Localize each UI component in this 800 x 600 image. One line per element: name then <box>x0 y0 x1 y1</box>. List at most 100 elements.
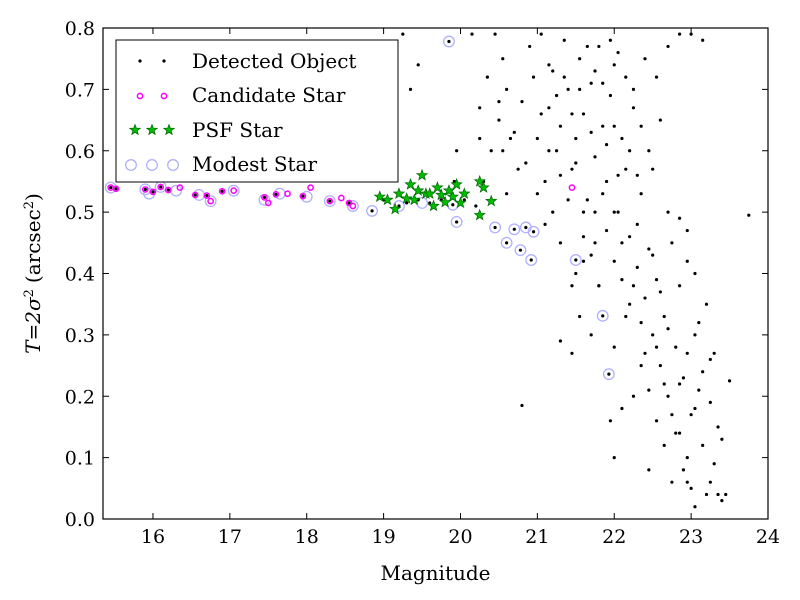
detected-object-point <box>497 100 501 104</box>
detected-object-point <box>589 130 593 134</box>
y-tick-label: 0.7 <box>65 79 95 101</box>
detected-object-point <box>493 225 497 230</box>
legend: Detected Object Candidate Star PSF Star … <box>115 39 399 183</box>
y-axis-label-sup: 2 <box>22 289 37 297</box>
detected-object-point <box>574 258 578 262</box>
psf-star-point <box>431 181 444 193</box>
detected-object-point <box>601 124 605 128</box>
detected-object-point <box>685 351 689 355</box>
psf-star-point <box>477 181 490 193</box>
detected-object-point <box>529 258 533 262</box>
detected-object-point <box>701 38 705 42</box>
detected-object-point <box>593 210 597 214</box>
detected-object-point <box>693 505 697 509</box>
detected-object-point <box>639 321 643 325</box>
detected-object-point <box>397 204 401 208</box>
detected-object-point <box>505 87 509 91</box>
detected-object-point <box>708 357 712 362</box>
y-axis-label-close: ) <box>21 193 45 201</box>
candidate-star-point <box>261 194 268 201</box>
detected-object-point <box>701 443 705 447</box>
detected-object-point <box>674 431 678 435</box>
detected-object-point <box>589 333 593 337</box>
x-tick-label: 17 <box>218 526 242 548</box>
modest-star-point <box>139 183 152 196</box>
detected-object-point <box>301 194 305 198</box>
detected-object-point <box>608 419 612 423</box>
detected-object-point <box>666 394 670 398</box>
detected-object-point <box>624 75 628 79</box>
detected-object-point <box>689 413 693 417</box>
detected-object-point <box>677 431 682 435</box>
detected-object-point <box>543 179 547 184</box>
detected-object-point <box>662 443 666 447</box>
modest-star-point <box>443 35 455 48</box>
x-axis-label: Magnitude <box>380 561 490 585</box>
detected-object-point <box>581 112 586 116</box>
detected-object-point <box>654 278 659 282</box>
modest-star-point <box>527 225 540 238</box>
detected-object-point <box>535 192 539 196</box>
y-tick-label: 0.4 <box>65 264 95 286</box>
detected-object-point <box>462 198 466 202</box>
legend-marker-psf-star <box>145 123 159 136</box>
modest-star-point <box>500 236 513 249</box>
detected-object-point <box>666 327 670 331</box>
detected-object-point <box>620 241 624 245</box>
modest-star-point <box>450 215 463 228</box>
legend-marker-psf-star <box>128 123 142 136</box>
detected-object-point <box>535 136 539 141</box>
detected-object-point <box>570 351 574 355</box>
detected-object-point <box>593 155 597 159</box>
detected-object-point <box>689 32 693 36</box>
detected-object-point <box>685 480 689 484</box>
psf-star-point <box>485 194 498 207</box>
detected-object-point <box>647 388 651 392</box>
detected-object-point <box>493 32 497 36</box>
detected-object-point <box>516 167 520 171</box>
detected-object-point <box>428 201 432 205</box>
detected-object-point <box>727 379 732 383</box>
detected-object-point <box>578 314 582 319</box>
legend-marker-psf-star <box>162 123 176 136</box>
detected-object-point <box>531 75 536 79</box>
detected-object-point <box>551 69 555 73</box>
detected-object-point <box>274 192 278 196</box>
detected-object-point <box>670 480 674 484</box>
detected-object-point <box>597 284 601 288</box>
detected-object-point <box>608 38 612 42</box>
y-axis-label: T=2σ2(arcsec2) <box>21 193 45 354</box>
detected-object-point <box>670 413 674 417</box>
detected-object-point <box>501 149 505 153</box>
detected-object-point <box>581 210 586 214</box>
detected-object-point <box>697 388 701 392</box>
detected-object-point <box>604 143 609 147</box>
detected-object-point <box>612 345 616 349</box>
candidate-star-point <box>568 184 576 191</box>
detected-object-point <box>670 241 674 245</box>
detected-object-point <box>505 192 509 196</box>
detected-object-point <box>628 149 632 153</box>
detected-object-point <box>685 228 689 233</box>
candidate-star-point <box>112 185 120 193</box>
detected-object-point <box>720 437 724 441</box>
detected-object-point <box>601 81 605 85</box>
modest-star-point <box>366 204 379 217</box>
modest-star-point <box>489 221 502 234</box>
detected-object-point <box>485 75 489 79</box>
detected-object-point <box>574 161 578 165</box>
psf-star-point <box>423 187 436 199</box>
detected-object-point <box>647 247 651 251</box>
psf-star-point <box>442 184 456 196</box>
detected-object-point <box>631 106 636 110</box>
detected-object-point <box>585 44 589 49</box>
detected-object-point <box>612 210 616 214</box>
detected-object-point <box>716 492 720 497</box>
detected-object-point <box>651 333 655 337</box>
modest-star-point <box>346 200 359 212</box>
detected-object-point <box>512 130 516 134</box>
candidate-star-point <box>349 202 357 210</box>
detected-object-point <box>654 345 659 349</box>
detected-object-point <box>612 63 616 67</box>
detected-object-point <box>628 302 632 306</box>
